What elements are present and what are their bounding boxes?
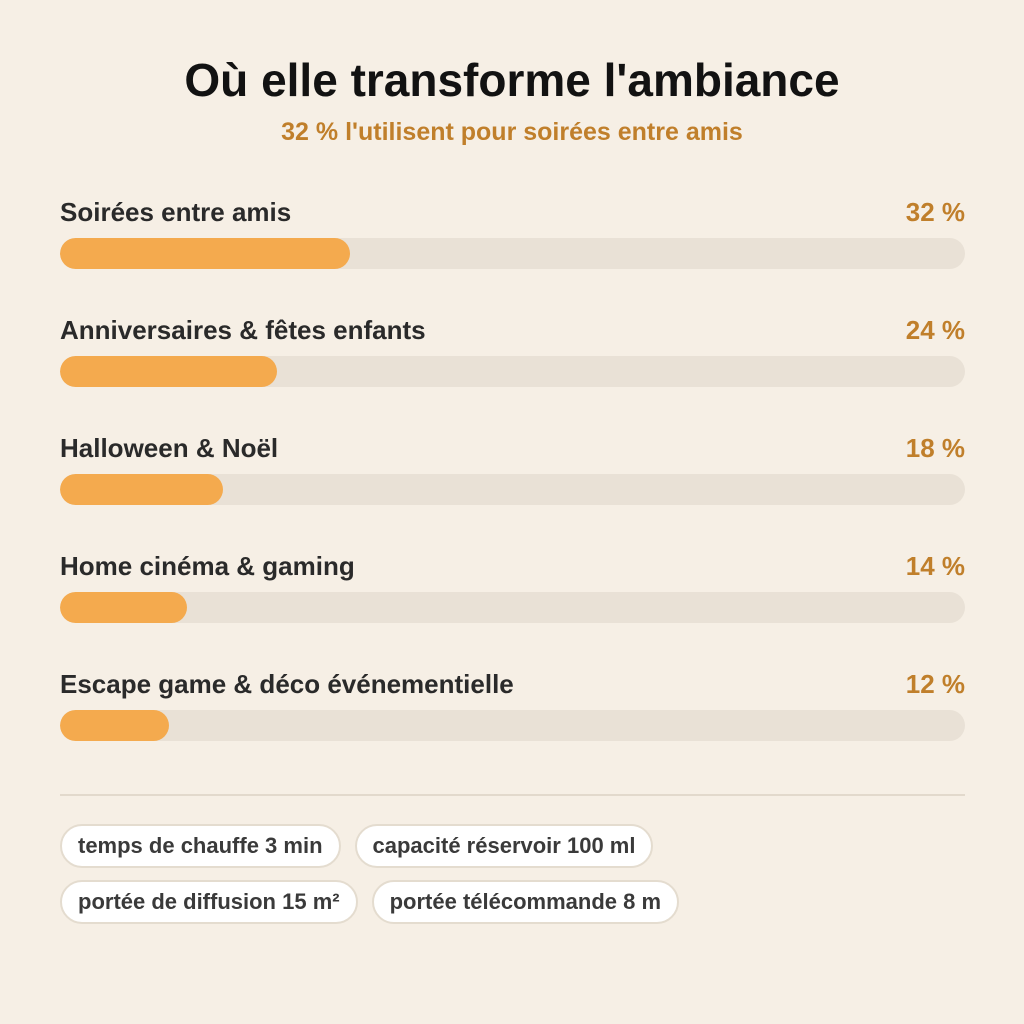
bar-category-label: Halloween & Noël — [60, 433, 279, 463]
bar — [60, 474, 223, 505]
bar-value-label: 24 % — [905, 315, 965, 345]
chart-subtitle: 32 % l'utilisent pour soirées entre amis — [281, 118, 743, 146]
bar-track — [60, 710, 965, 741]
bar — [60, 710, 169, 741]
bar — [60, 238, 350, 269]
bar-track — [60, 356, 965, 387]
bar-row: Home cinéma & gaming 14 % — [60, 546, 965, 664]
chart-title: Où elle transforme l'ambiance — [184, 54, 840, 106]
bar-row: Anniversaires & fêtes enfants 24 % — [60, 310, 965, 428]
bar-value-label: 32 % — [905, 197, 965, 227]
spec-chip: portée télécommande 8 m — [371, 880, 680, 924]
bar-track — [60, 238, 965, 269]
spec-chip: capacité réservoir 100 ml — [354, 824, 654, 868]
bar-row: Escape game & déco événementielle 12 % — [60, 664, 965, 782]
spec-chips: temps de chauffe 3 min capacité réservoir… — [60, 824, 965, 924]
bar-value-label: 18 % — [905, 433, 965, 463]
bar-track — [60, 474, 965, 505]
spec-chip: temps de chauffe 3 min — [60, 824, 341, 868]
bar-category-label: Soirées entre amis — [60, 197, 292, 227]
bar-value-label: 14 % — [905, 551, 965, 581]
bar-category-label: Anniversaires & fêtes enfants — [60, 315, 426, 345]
bar-row: Soirées entre amis 32 % — [60, 192, 965, 310]
bar-track — [60, 592, 965, 623]
bar-category-label: Escape game & déco événementielle — [60, 669, 514, 699]
bar — [60, 356, 278, 387]
spec-chip: portée de diffusion 15 m² — [60, 880, 358, 924]
divider — [60, 794, 965, 796]
bar — [60, 592, 187, 623]
bar-value-label: 12 % — [905, 669, 965, 699]
bar-row: Halloween & Noël 18 % — [60, 428, 965, 546]
bar-category-label: Home cinéma & gaming — [60, 551, 355, 581]
bar-chart: Soirées entre amis 32 % Anniversaires & fê… — [60, 192, 965, 782]
